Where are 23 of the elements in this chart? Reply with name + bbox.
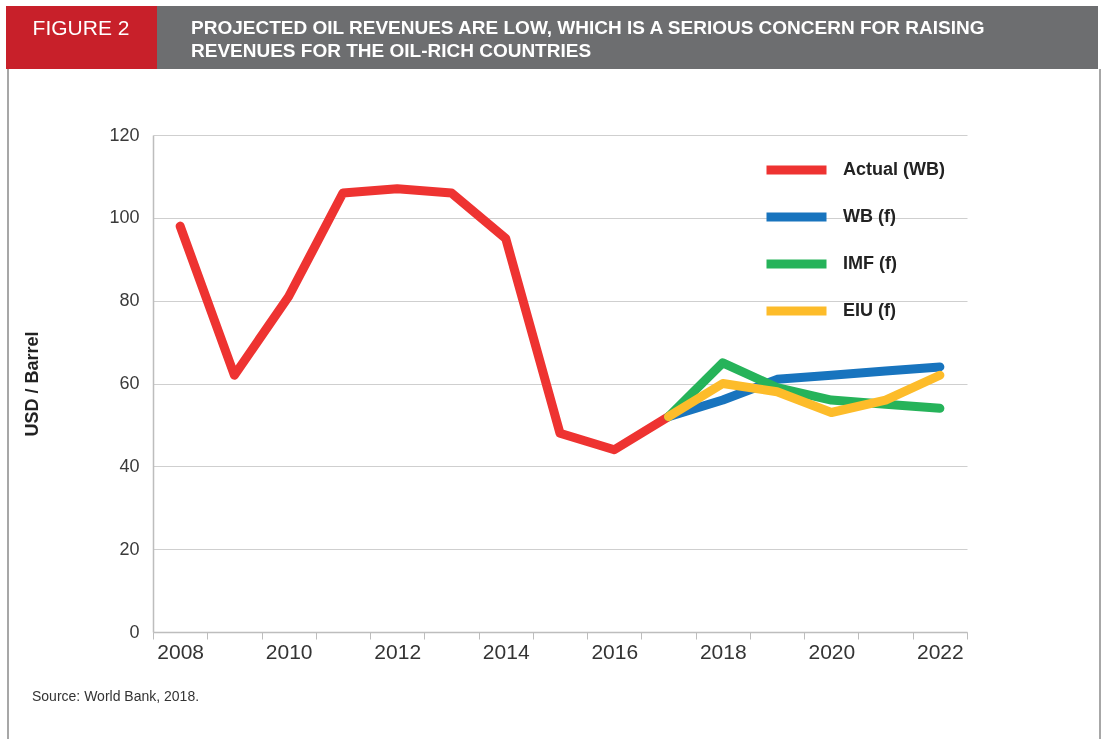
- legend-label: Actual (WB): [843, 159, 945, 179]
- source-note: Source: World Bank, 2018.: [32, 688, 200, 704]
- caption: FIGURE 2: [32, 16, 130, 39]
- x-tick-label: 2022: [917, 639, 964, 663]
- y-axis-title: USD / Barrel: [21, 331, 42, 437]
- y-tick-label: 80: [119, 290, 140, 311]
- chart-title: PROJECTED OIL REVENUES ARE LOW, WHICH IS A SERIOUS CONCERN FOR RAISING REVENUES FOR THE OIL-RICH COUNTRIES: [191, 17, 985, 61]
- x-tick-label: 2016: [591, 639, 639, 663]
- y-tick-label: 100: [109, 207, 140, 228]
- y-tick-label: 60: [119, 373, 140, 393]
- x-tick-label: 2012: [374, 639, 422, 663]
- x-tick-label: 2020: [808, 639, 856, 663]
- y-tick-label: 20: [119, 538, 140, 559]
- legend-label: IMF (f): [843, 253, 897, 273]
- x-tick-label: 2008: [157, 639, 204, 663]
- x-tick-label: 2010: [265, 639, 313, 663]
- x-tick-label: 2014: [482, 639, 530, 663]
- legend-label: EIU (f): [843, 300, 896, 320]
- y-tick-label: 40: [119, 455, 140, 476]
- x-tick-label: 2018: [699, 639, 747, 663]
- y-tick-label: 120: [109, 124, 140, 145]
- legend-label: WB (f): [843, 206, 896, 226]
- y-tick-label: 0: [129, 621, 140, 642]
